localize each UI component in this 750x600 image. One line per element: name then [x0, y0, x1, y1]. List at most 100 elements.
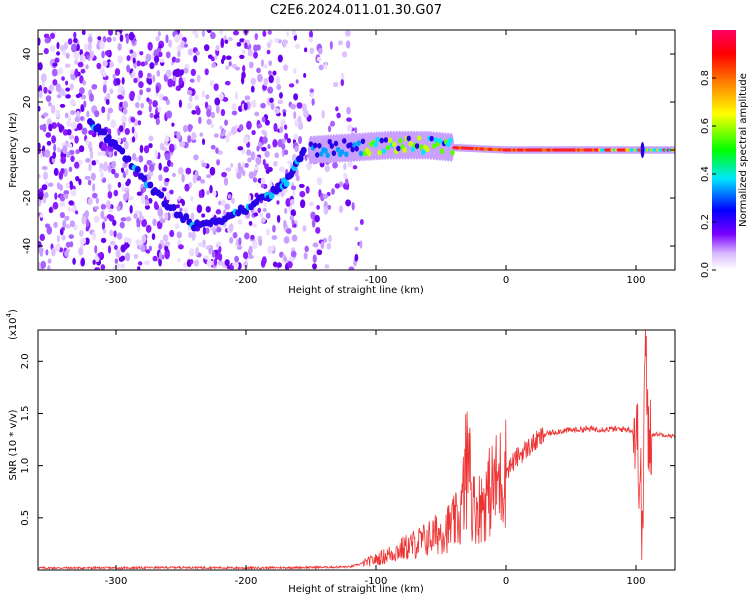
snr-series-line: [38, 330, 675, 570]
heatmap-cell: [65, 224, 71, 229]
heatmap-cell: [40, 73, 47, 83]
heatmap-cell: [356, 140, 362, 146]
snr-x-tick-label: 100: [626, 576, 645, 587]
heatmap-cell: [272, 261, 278, 267]
heatmap-cell: [137, 261, 143, 266]
heatmap-cell: [225, 167, 232, 172]
heatmap-cell: [119, 34, 124, 42]
heatmap-cell: [206, 118, 212, 125]
heatmap-cell: [87, 197, 93, 205]
heatmap-cell: [268, 60, 273, 66]
heatmap-cell: [118, 95, 124, 100]
heatmap-cell: [105, 98, 110, 105]
heatmap-cell: [340, 149, 345, 155]
heatmap-cell: [100, 237, 107, 244]
heatmap-cell: [114, 258, 119, 265]
heatmap-cell: [118, 125, 124, 133]
heatmap-cell: [194, 32, 199, 39]
heatmap-cell: [117, 181, 122, 188]
snr-x-tick-label: -100: [365, 576, 388, 587]
heatmap-cell: [108, 61, 114, 68]
heatmap-cell: [200, 179, 206, 184]
heatmap-cell: [48, 123, 53, 132]
heatmap-cell: [108, 128, 112, 136]
heatmap-cell: [181, 199, 186, 207]
heatmap-cell: [308, 36, 314, 43]
heatmap-cell: [81, 127, 88, 135]
heatmap-cell: [283, 236, 290, 244]
heatmap-cell: [59, 125, 65, 131]
heatmap-cell: [248, 245, 253, 255]
heatmap-cell: [43, 171, 48, 180]
heatmap-cell: [138, 81, 144, 89]
heatmap-cell: [344, 30, 351, 37]
heatmap-cell: [220, 109, 226, 117]
heatmap-cell: [136, 94, 142, 102]
heatmap-cell: [59, 103, 66, 108]
heatmap-cell: [180, 68, 184, 76]
heatmap-cell: [416, 135, 422, 141]
heatmap-cell: [448, 137, 453, 144]
heatmap-cell: [122, 108, 128, 115]
heatmap-cell: [99, 162, 103, 169]
heatmap-cell: [172, 80, 176, 87]
heatmap-cell: [201, 30, 206, 38]
heatmap-cell: [81, 55, 86, 63]
heatmap-cell: [126, 64, 131, 73]
heatmap-cell: [335, 146, 341, 153]
spectrogram-y-tick-label: 20: [22, 96, 33, 109]
heatmap-cell: [285, 198, 291, 207]
heatmap-cell: [414, 143, 420, 149]
heatmap-cell: [215, 209, 222, 215]
heatmap-cell: [316, 56, 322, 62]
snr-series-path: [38, 330, 675, 570]
heatmap-cell: [187, 124, 193, 130]
heatmap-cell: [419, 144, 424, 150]
spectrogram-y-tick-label: 40: [22, 48, 33, 61]
heatmap-cell: [191, 131, 197, 141]
heatmap-cell: [147, 79, 153, 86]
heatmap-cell: [161, 146, 167, 151]
heatmap-cell: [279, 126, 284, 134]
heatmap-cell: [153, 49, 159, 58]
heatmap-cell: [38, 105, 41, 112]
heatmap-cell: [102, 35, 107, 43]
heatmap-cell: [179, 207, 183, 212]
heatmap-cell: [138, 214, 145, 221]
colorbar-tick-label: 0.2: [700, 214, 711, 230]
heatmap-cell: [281, 143, 286, 150]
heatmap-cell: [292, 190, 296, 197]
heatmap-cell: [66, 128, 72, 136]
heatmap-cell: [177, 50, 181, 58]
heatmap-cell: [287, 261, 293, 269]
heatmap-cell: [70, 155, 75, 163]
heatmap-cell: [640, 142, 645, 158]
heatmap-cell: [81, 216, 87, 225]
heatmap-cell: [64, 112, 69, 119]
heatmap-cell: [131, 136, 136, 143]
spectrogram-x-tick-label: 100: [626, 275, 645, 286]
heatmap-cell: [54, 57, 60, 63]
heatmap-cell: [167, 78, 174, 88]
heatmap-cell: [64, 63, 71, 68]
heatmap-cell: [227, 194, 232, 199]
heatmap-cell: [69, 241, 74, 248]
heatmap-cell: [38, 37, 41, 46]
heatmap-cell: [38, 262, 42, 270]
heatmap-cell: [219, 30, 224, 36]
heatmap-cell: [262, 30, 267, 37]
heatmap-cell: [293, 68, 297, 75]
heatmap-cell: [128, 195, 134, 201]
heatmap-cell: [75, 149, 80, 155]
heatmap-cell: [67, 206, 71, 212]
heatmap-cell: [110, 119, 117, 129]
heatmap-cell: [84, 43, 88, 52]
heatmap-cell: [304, 245, 309, 252]
heatmap-cell: [107, 245, 112, 254]
heatmap-cell: [87, 35, 93, 44]
heatmap-cell: [279, 166, 285, 173]
spectrogram-x-tick-label: 0: [503, 275, 509, 286]
heatmap-cell: [54, 244, 61, 252]
heatmap-cell: [354, 127, 358, 134]
heatmap-cell: [274, 152, 280, 159]
